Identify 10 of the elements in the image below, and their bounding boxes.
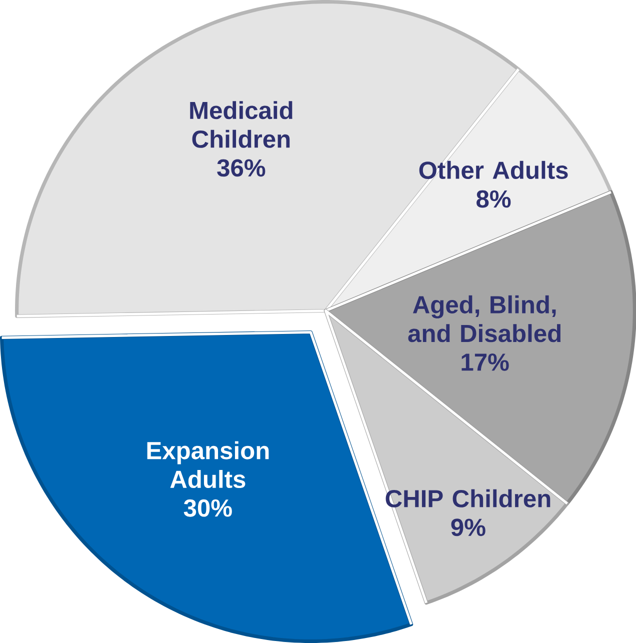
data-label: 17% bbox=[461, 354, 509, 371]
slice-label: CHIP Children bbox=[386, 489, 550, 508]
data-label: 30% bbox=[184, 499, 232, 517]
slice-label: Expansion Adults bbox=[147, 441, 268, 488]
data-label: 9% bbox=[451, 518, 486, 536]
slice-label: Other Adults bbox=[419, 160, 568, 179]
data-label: 8% bbox=[476, 190, 510, 208]
slice-label: Aged, Blind, and Disabled bbox=[408, 295, 560, 342]
data-label: 36% bbox=[216, 159, 265, 177]
slice-label: Medicaid Children bbox=[190, 101, 292, 148]
